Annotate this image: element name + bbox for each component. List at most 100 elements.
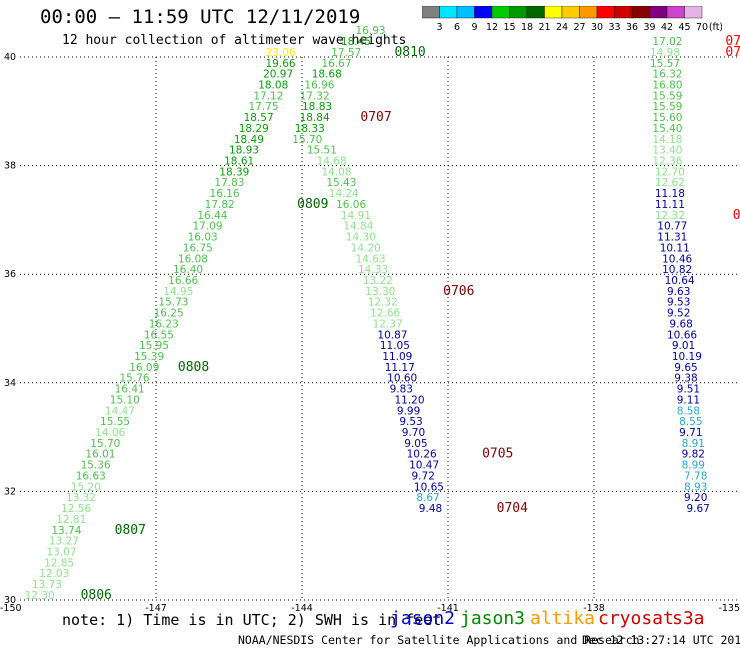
colorbar-label: 9 (471, 22, 477, 32)
longitude-tick-label: -135 (718, 603, 740, 614)
colorbar-label: 39 (643, 22, 655, 32)
pass-time-label: 0806 (81, 588, 112, 603)
wave-height-value: 13.40 (652, 145, 682, 157)
units-note: note: 1) Time is in UTC; 2) SWH is in fe… (62, 611, 442, 629)
wave-height-value: 15.76 (120, 373, 150, 385)
satellite-legend-s3a: s3a (672, 608, 705, 629)
wave-height-value: 18.68 (312, 69, 342, 81)
wave-height-value: 16.08 (178, 253, 208, 265)
wave-height-value: 9.63 (667, 286, 690, 298)
wave-height-value: 12.81 (56, 514, 86, 526)
wave-height-value: 9.11 (677, 394, 700, 406)
wave-height-value: 18.39 (219, 166, 249, 178)
wave-height-value: 12.56 (61, 503, 91, 515)
track-a: 12.3013.7312.0312.8513.0713.2713.7412.81… (25, 47, 296, 602)
wave-height-value: 11.20 (394, 394, 424, 406)
longitude-tick-label: -144 (291, 603, 313, 614)
wave-height-value: 11.05 (380, 340, 410, 352)
wave-height-value: 17.82 (205, 199, 235, 211)
wave-height-value: 8.67 (416, 492, 439, 504)
wave-height-value: 16.16 (210, 188, 240, 200)
wave-height-value: 9.01 (672, 340, 695, 352)
wave-height-value: 16.67 (321, 58, 351, 70)
wave-height-value: 8.93 (684, 481, 707, 493)
wave-height-value: 15.70 (292, 134, 322, 146)
wave-height-value: 10.77 (657, 221, 687, 233)
pass-time-label: 0705 (482, 447, 513, 462)
wave-height-value: 10.66 (667, 329, 697, 341)
page-title: 00:00 – 11:59 UTC 12/11/2019 (40, 6, 361, 28)
wave-height-value: 15.39 (134, 351, 164, 363)
wave-height-value: 11.18 (655, 188, 685, 200)
wave-height-value: 9.48 (419, 503, 442, 515)
wave-height-value: 18.08 (258, 79, 288, 91)
wave-height-value: 18.33 (295, 123, 325, 135)
wave-height-value: 13.32 (66, 492, 96, 504)
colorbar-swatch (684, 6, 703, 19)
pass-time-label: 0749 (733, 208, 740, 223)
colorbar-label: (ft) (709, 22, 722, 32)
wave-height-value: 14.95 (163, 286, 193, 298)
wave-height-value: 8.99 (682, 460, 705, 472)
colorbar-label: 42 (661, 22, 673, 32)
wave-height-value: 17.57 (331, 47, 361, 59)
wave-height-value: 16.75 (183, 242, 213, 254)
colorbar-label: 70 (696, 22, 708, 32)
wave-height-value: 19.66 (266, 58, 296, 70)
wave-height-value: 9.53 (667, 297, 690, 309)
wave-height-value: 17.12 (253, 90, 283, 102)
colorbar-label: 36 (626, 22, 638, 32)
wave-height-value: 9.68 (669, 318, 692, 330)
wave-height-value: 9.70 (402, 427, 425, 439)
wave-height-value: 12.66 (370, 308, 400, 320)
colorbar-label: 18 (521, 22, 533, 32)
wave-height-value: 12.37 (373, 318, 403, 330)
wave-height-value: 16.41 (115, 384, 145, 396)
wave-height-value: 8.91 (682, 438, 705, 450)
wave-height-value: 18.49 (234, 134, 264, 146)
wave-height-value: 9.20 (684, 492, 707, 504)
wave-height-value: 18.84 (300, 112, 330, 124)
wave-height-value: 10.19 (672, 351, 702, 363)
wave-height-value: 14.24 (329, 188, 359, 200)
pass-time-label: 0704 (497, 501, 528, 516)
wave-height-value: 13.30 (365, 286, 395, 298)
credit-line: NOAA/NESDIS Center for Satellite Applica… (238, 633, 640, 647)
wave-height-value: 8.58 (677, 405, 700, 417)
wave-height-value: 16.55 (144, 329, 174, 341)
pass-time-label: 0750 (725, 34, 740, 49)
wave-height-value: 12.70 (655, 166, 685, 178)
wave-height-value: 15.36 (81, 460, 111, 472)
wave-height-value: 15.59 (652, 101, 682, 113)
wave-height-value: 14.08 (321, 166, 351, 178)
wave-height-value: 16.96 (304, 79, 334, 91)
wave-height-value: 12.32 (368, 297, 398, 309)
wave-height-value: 9.38 (674, 373, 697, 385)
wave-height-value: 12.03 (39, 568, 69, 580)
wave-height-value: 20.97 (263, 69, 293, 81)
colorbar-label: 3 (436, 22, 442, 32)
wave-height-value: 7.78 (684, 470, 707, 482)
wave-height-value: 12.85 (44, 557, 74, 569)
wave-height-value: 14.06 (95, 427, 125, 439)
wave-height-value: 17.75 (248, 101, 278, 113)
pass-time-label: 0810 (394, 45, 425, 60)
wave-height-value: 15.43 (326, 177, 356, 189)
wave-height-value: 15.55 (100, 416, 130, 428)
wave-height-value: 10.65 (414, 481, 444, 493)
colorbar-label: 30 (591, 22, 603, 32)
wave-height-value: 14.33 (358, 264, 388, 276)
pass-time-label: 0809 (297, 197, 328, 212)
wave-height-value: 18.29 (239, 123, 269, 135)
wave-height-value: 9.83 (390, 384, 413, 396)
colorbar-label: 15 (503, 22, 515, 32)
wave-height-value: 10.11 (660, 242, 690, 254)
wave-height-value: 14.47 (105, 405, 135, 417)
pass-time-label: 0749 (725, 45, 740, 60)
wave-height-value: 11.31 (657, 232, 687, 244)
wave-height-value: 13.74 (51, 525, 81, 537)
latitude-tick-label: 36 (4, 269, 16, 280)
wave-height-value: 16.09 (129, 362, 159, 374)
colorbar-label: 27 (573, 22, 585, 32)
satellite-legend-jason2: jason2 (390, 608, 456, 629)
